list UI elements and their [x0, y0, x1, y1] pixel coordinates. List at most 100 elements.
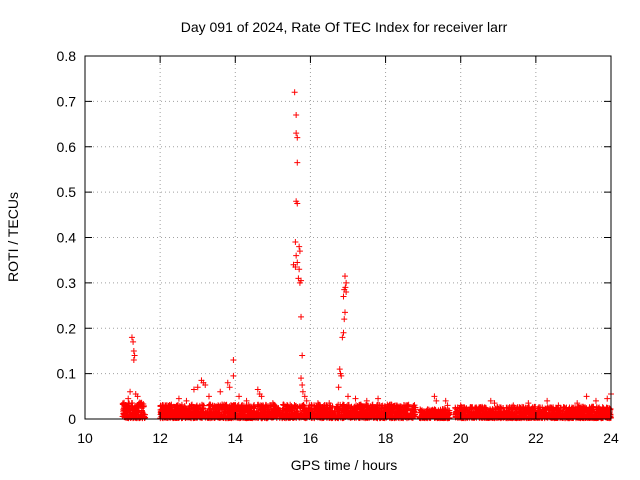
baseline-point: [522, 408, 529, 415]
baseline-point: [130, 414, 137, 421]
baseline-point: [134, 407, 141, 414]
x-tick-label: 12: [152, 430, 168, 446]
baseline-point: [167, 410, 174, 417]
baseline-point: [190, 411, 197, 418]
baseline-point: [287, 401, 294, 408]
baseline-point: [466, 406, 473, 413]
baseline-point: [276, 410, 283, 417]
chart-title: Day 091 of 2024, Rate Of TEC Index for r…: [181, 19, 508, 35]
baseline-point: [356, 414, 363, 421]
baseline-point: [199, 410, 206, 417]
baseline-point: [223, 403, 230, 410]
baseline-point: [124, 408, 131, 415]
baseline-point: [297, 413, 304, 420]
baseline-point: [527, 412, 534, 419]
grid: [85, 56, 611, 419]
baseline-point: [463, 405, 470, 412]
baseline-point: [593, 404, 600, 411]
baseline-point: [305, 404, 312, 411]
data-point: [555, 402, 562, 409]
baseline-point: [428, 408, 435, 415]
data-point: [294, 200, 301, 207]
baseline-point: [565, 407, 572, 414]
data-point: [226, 384, 233, 391]
y-tick-label: 0.5: [57, 184, 77, 200]
baseline-point: [168, 402, 175, 409]
baseline-point: [564, 415, 571, 422]
baseline-point: [219, 406, 226, 413]
baseline-point: [176, 408, 183, 415]
data-point: [444, 402, 451, 409]
data-point: [341, 309, 348, 316]
data-point: [291, 89, 298, 96]
data-point: [487, 397, 494, 404]
baseline-point: [497, 409, 504, 416]
baseline-point: [588, 412, 595, 419]
x-tick-label: 16: [303, 430, 319, 446]
baseline-point: [504, 404, 511, 411]
data-point: [326, 400, 333, 407]
baseline-point: [124, 402, 131, 409]
baseline-point: [282, 412, 289, 419]
baseline-point: [157, 403, 164, 410]
baseline-point: [239, 414, 246, 421]
data-point: [341, 273, 348, 280]
baseline-point: [320, 413, 327, 420]
data-point: [343, 279, 350, 286]
baseline-point: [228, 402, 235, 409]
baseline-point: [327, 408, 334, 415]
baseline-point: [452, 411, 459, 418]
baseline-point: [504, 415, 511, 422]
data-point: [254, 386, 261, 393]
baseline-point: [264, 412, 271, 419]
data-point: [386, 402, 393, 409]
baseline-point: [562, 411, 569, 418]
baseline-point: [552, 411, 559, 418]
baseline-point: [575, 406, 582, 413]
data-point: [574, 400, 581, 407]
baseline-point: [521, 414, 528, 421]
data-point: [293, 130, 300, 137]
data-point: [293, 252, 300, 259]
data-point: [457, 402, 464, 409]
baseline-point: [163, 412, 170, 419]
baseline-point: [247, 408, 254, 415]
baseline-point: [179, 410, 186, 417]
baseline-point: [479, 404, 486, 411]
data-point: [298, 375, 305, 382]
data-point: [604, 395, 611, 402]
data-point: [592, 397, 599, 404]
baseline-point: [257, 406, 264, 413]
data-point: [292, 239, 299, 246]
baseline-point: [482, 409, 489, 416]
data-point: [341, 316, 348, 323]
data-point: [345, 393, 351, 400]
data-point: [194, 384, 201, 391]
data-point: [269, 400, 276, 407]
baseline-point: [494, 406, 501, 413]
baseline-point: [539, 414, 546, 421]
baseline-point: [197, 410, 204, 417]
baseline-point: [334, 408, 341, 415]
baseline-point: [228, 414, 235, 421]
data-point: [130, 338, 137, 345]
baseline-point: [210, 406, 217, 413]
x-tick-label: 10: [77, 430, 93, 446]
data-point: [342, 284, 349, 291]
baseline-point: [245, 414, 252, 421]
y-axis-title: ROTI / TECUs: [5, 192, 21, 282]
baseline-point: [408, 406, 415, 413]
y-tick-label: 0.6: [57, 139, 77, 155]
data-point: [363, 397, 370, 404]
data-point: [544, 397, 551, 404]
baseline-point: [452, 404, 459, 411]
baseline-point: [379, 402, 386, 409]
baseline-point: [301, 403, 308, 410]
data-points: [119, 89, 614, 422]
baseline-point: [281, 407, 288, 414]
x-tick-label: 22: [528, 430, 544, 446]
baseline-point: [135, 404, 142, 411]
data-point: [294, 259, 301, 266]
baseline-point: [494, 413, 501, 420]
baseline-point: [517, 413, 524, 420]
